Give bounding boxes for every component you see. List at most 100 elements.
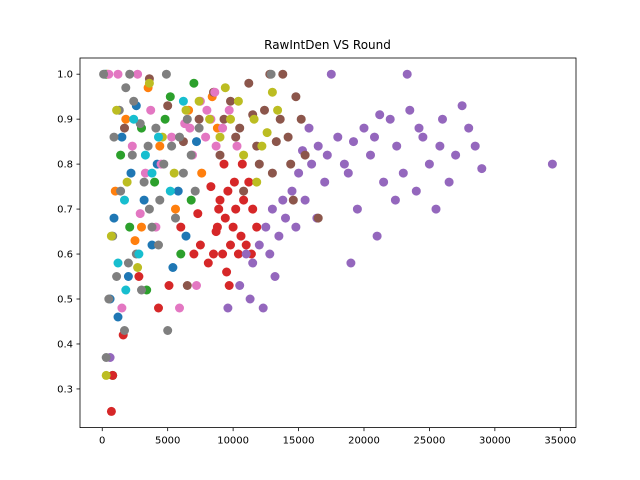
x-tick-label: 0 [99, 436, 105, 447]
point-series-9-1 [120, 195, 129, 205]
point-series-4-12 [300, 195, 310, 205]
point-series-1-11 [137, 222, 146, 232]
point-series-0-13 [173, 186, 183, 196]
point-series-0-2 [109, 213, 119, 223]
point-series-3-1 [108, 370, 118, 380]
point-series-4-1 [223, 303, 233, 313]
point-series-7-28 [137, 285, 146, 295]
point-series-8-17 [249, 114, 259, 124]
point-series-8-4 [133, 263, 143, 272]
point-series-3-10 [209, 249, 218, 259]
point-series-4-49 [322, 150, 332, 160]
point-series-3-8 [195, 240, 205, 250]
point-series-9-5 [165, 186, 175, 196]
point-series-9-7 [121, 285, 131, 295]
point-series-7-27 [129, 96, 139, 106]
x-tick-label: 25000 [414, 436, 446, 447]
point-series-5-26 [182, 281, 192, 290]
point-series-8-21 [267, 87, 277, 97]
point-series-4-10 [287, 186, 297, 196]
point-series-5-28 [219, 114, 229, 124]
x-tick-label: 20000 [348, 436, 380, 447]
point-series-9-8 [134, 249, 144, 259]
point-series-5-22 [254, 159, 264, 169]
point-series-4-38 [470, 141, 480, 151]
point-series-3-7 [189, 249, 199, 259]
point-series-3-5 [164, 281, 174, 290]
point-series-2-6 [165, 92, 175, 102]
point-series-4-7 [267, 204, 277, 214]
point-series-7-31 [144, 204, 154, 214]
point-series-3-28 [229, 177, 239, 187]
point-series-1-3 [130, 236, 140, 246]
point-series-3-27 [214, 204, 224, 214]
point-series-7-22 [182, 114, 192, 124]
point-series-2-2 [116, 150, 126, 160]
point-series-3-32 [211, 227, 221, 237]
point-series-4-46 [435, 141, 445, 151]
point-series-3-3 [134, 272, 144, 281]
point-series-5-9 [244, 78, 254, 88]
point-series-5-2 [163, 101, 173, 111]
point-series-4-25 [385, 114, 395, 124]
point-series-4-22 [366, 150, 375, 160]
point-series-6-7 [175, 303, 184, 313]
point-series-8-2 [112, 105, 122, 115]
point-series-3-22 [241, 240, 251, 250]
x-tick-label: 5000 [155, 436, 180, 447]
point-series-7-26 [121, 83, 131, 93]
point-series-7-10 [135, 119, 145, 129]
point-series-8-0 [101, 370, 111, 380]
point-series-4-8 [274, 231, 284, 241]
point-series-4-54 [304, 123, 314, 133]
point-series-7-0 [99, 69, 109, 79]
y-tick-label: 0.5 [57, 295, 73, 306]
point-series-4-16 [326, 69, 336, 79]
point-series-8-1 [106, 231, 116, 241]
point-series-7-5 [116, 186, 126, 196]
point-series-8-11 [215, 132, 225, 142]
y-tick-label: 0.4 [57, 339, 73, 350]
point-series-0-9 [168, 263, 178, 272]
point-series-4-24 [379, 177, 389, 187]
point-series-4-17 [333, 132, 343, 142]
point-series-4-27 [398, 168, 408, 178]
point-series-3-29 [237, 159, 247, 169]
point-series-6-20 [202, 105, 212, 115]
point-series-4-18 [339, 159, 349, 169]
point-series-2-8 [189, 78, 199, 88]
point-series-7-17 [163, 326, 173, 335]
point-series-7-20 [175, 132, 184, 142]
point-series-7-19 [171, 213, 180, 223]
point-series-7-13 [147, 222, 157, 232]
point-series-8-16 [273, 105, 283, 115]
point-series-2-10 [160, 114, 170, 124]
point-series-3-19 [233, 249, 243, 259]
y-axis: 0.3 0.4 0.5 0.6 0.7 0.8 0.9 1.0 [57, 70, 80, 395]
point-series-8-15 [262, 128, 272, 138]
point-series-6-2 [127, 141, 137, 151]
point-series-8-10 [205, 114, 215, 124]
point-series-4-39 [477, 164, 487, 174]
point-series-4-21 [359, 123, 369, 133]
point-series-5-11 [260, 105, 269, 115]
point-series-4-53 [291, 222, 301, 232]
point-series-4-35 [451, 150, 461, 160]
point-series-3-14 [220, 213, 230, 223]
point-series-4-3 [241, 249, 251, 259]
point-series-5-7 [226, 96, 235, 106]
point-series-3-35 [206, 182, 216, 192]
point-series-7-8 [127, 150, 137, 160]
point-series-2-3 [125, 222, 135, 232]
point-series-4-4 [248, 258, 258, 268]
point-series-6-24 [133, 69, 143, 79]
point-series-0-7 [139, 195, 149, 205]
point-series-5-8 [235, 123, 245, 133]
point-series-4-57 [278, 195, 288, 205]
point-series-4-34 [444, 177, 454, 187]
point-series-4-5 [254, 240, 264, 250]
y-tick-label: 0.9 [57, 115, 73, 126]
point-series-6-11 [201, 132, 211, 142]
point-series-4-41 [390, 195, 400, 205]
